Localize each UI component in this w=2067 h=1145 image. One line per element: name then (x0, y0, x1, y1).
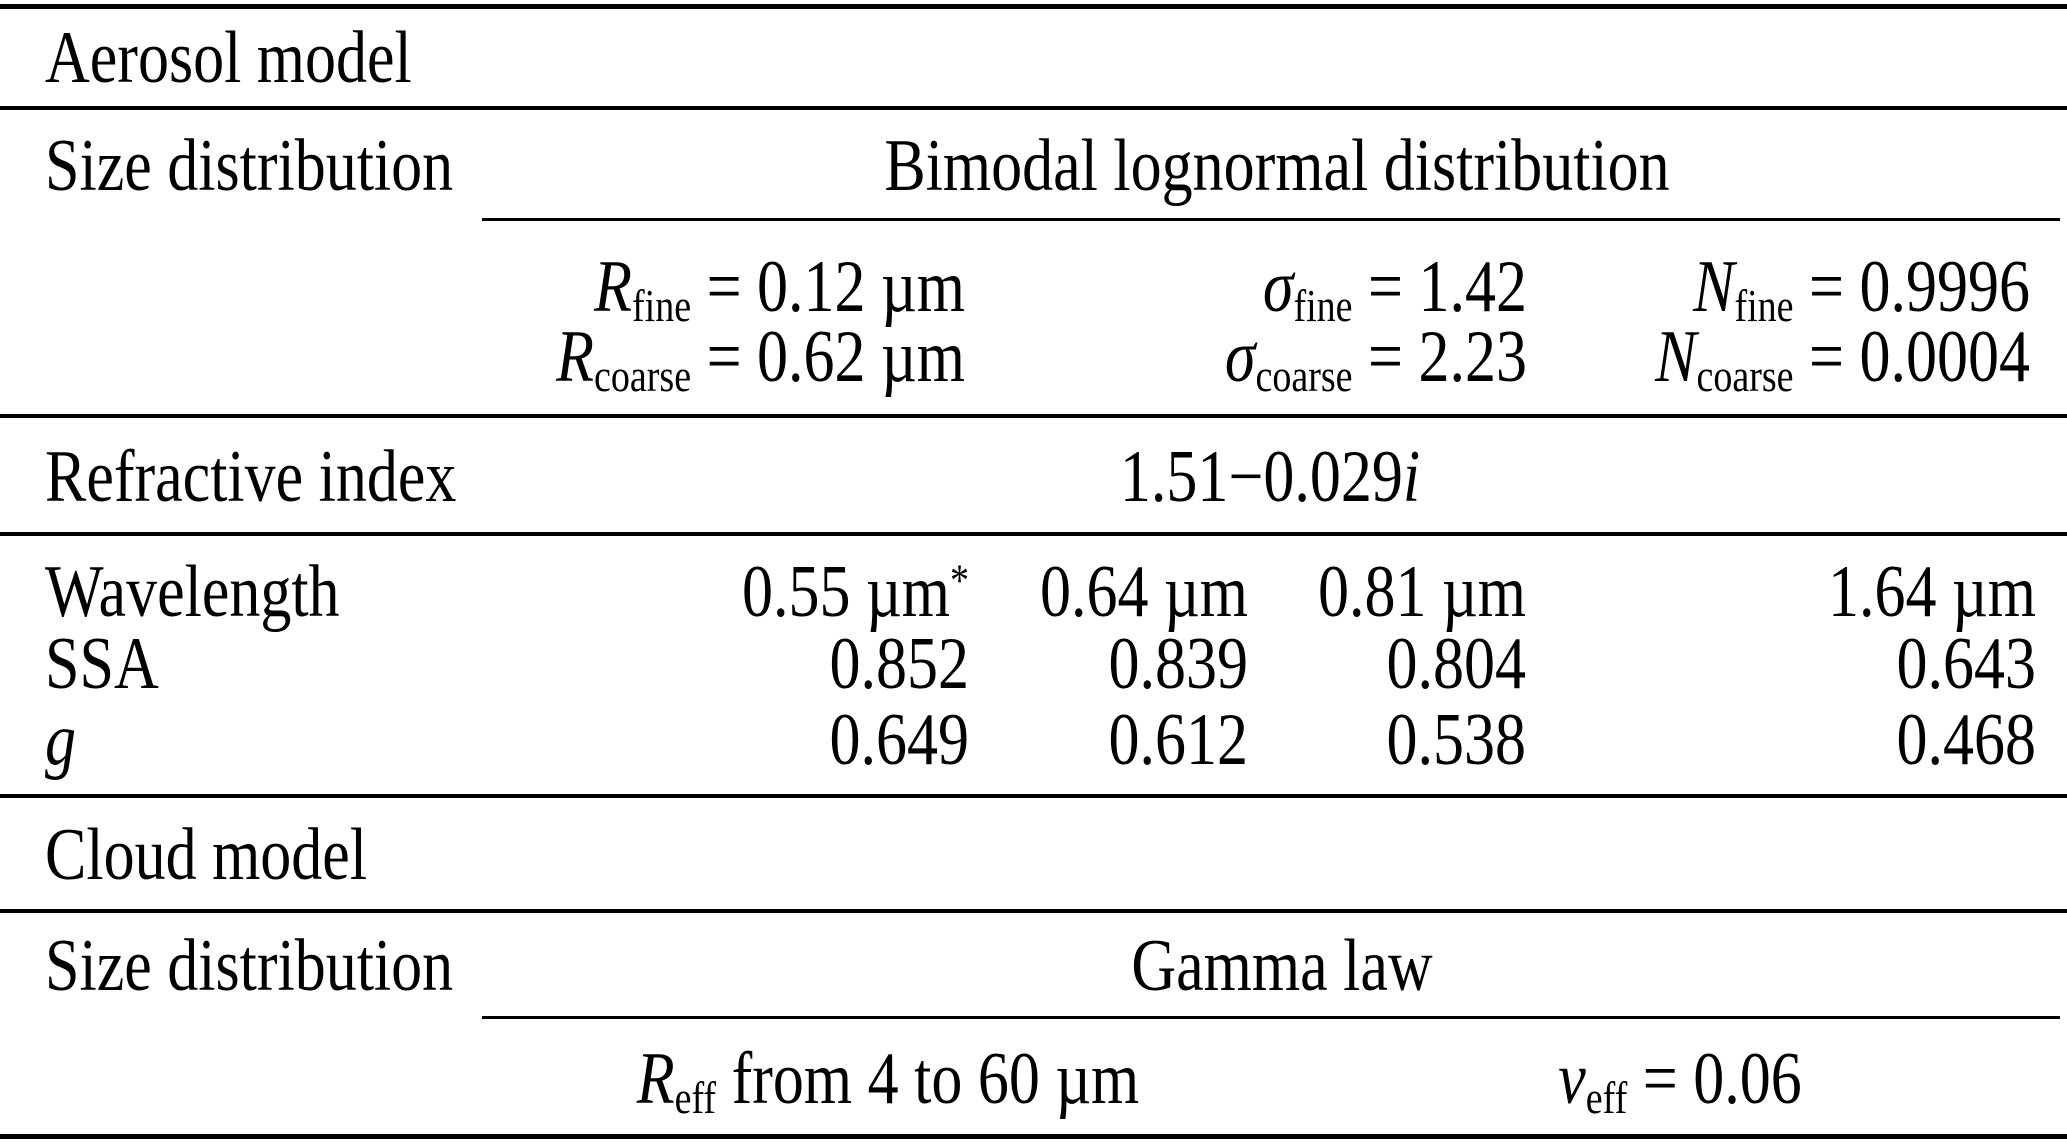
g-value-2: 0.612 (1108, 699, 1249, 781)
rule-below-spectral-block (0, 794, 2067, 798)
asymmetry-g-label: g (45, 692, 76, 788)
n-coarse-subscript: coarse (1696, 351, 1794, 402)
wavelength-value-1-text: 0.55 µm (742, 551, 950, 633)
refractive-index-real-part: 1.51−0.029 (1119, 436, 1403, 518)
refractive-index-label: Refractive index (45, 436, 457, 518)
aerosol-section-title-row: Aerosol model (0, 17, 2067, 99)
sigma-coarse-rest: = 2.23 (1352, 316, 1527, 398)
g-value-4: 0.468 (1896, 699, 2037, 781)
r-coarse-subscript: coarse (594, 351, 692, 402)
sigma-fine-rest: = 1.42 (1352, 246, 1527, 328)
r-coarse-rest: = 0.62 µm (691, 316, 965, 398)
n-coarse-value: Ncoarse = 0.0004 (1655, 309, 2030, 405)
rule-below-cloud-model (0, 909, 2067, 913)
reff-rest: from 4 to 60 µm (716, 1038, 1140, 1120)
rule-below-gamma-header (482, 1016, 2060, 1019)
rule-below-lognormal-params (0, 414, 2067, 418)
refractive-index-imaginary-symbol: i (1402, 436, 1421, 518)
sigma-fine-value: σfine = 1.42 (1263, 239, 1527, 335)
reff-subscript: eff (674, 1073, 717, 1124)
aerosol-size-distribution-label: Size distribution (45, 125, 454, 207)
g-value-3: 0.538 (1386, 699, 1527, 781)
n-coarse-symbol: N (1655, 316, 1697, 398)
cloud-size-distribution-header: Gamma law (1131, 925, 1433, 1007)
refractive-index-row: Refractive index 1.51−0.029i (0, 436, 2067, 518)
n-fine-rest: = 0.9996 (1793, 246, 2030, 328)
table-bottom-rule (0, 1134, 2067, 1139)
sigma-coarse-symbol: σ (1224, 316, 1256, 398)
fine-mode-params-row: Rfine = 0.12 µm σfine = 1.42 Nfine = 0.9… (0, 246, 2067, 329)
cloud-size-distribution-label: Size distribution (45, 925, 454, 1007)
reff-range-value: Reff from 4 to 60 µm (637, 1031, 1140, 1127)
ssa-value-1: 0.852 (829, 623, 970, 705)
refractive-index-value: 1.51−0.029i (1120, 429, 1420, 525)
sigma-coarse-value: σcoarse = 2.23 (1225, 309, 1527, 405)
wavelength-value-4: 1.64 µm (1828, 551, 2036, 633)
cloud-size-distribution-row: Size distribution Gamma law (0, 925, 2067, 1007)
wavelength-value-2: 0.64 µm (1040, 551, 1248, 633)
g-value-1: 0.649 (829, 699, 970, 781)
table-top-rule (0, 4, 2067, 9)
asymmetry-g-row: g 0.649 0.612 0.538 0.468 (0, 699, 2067, 781)
rule-below-aerosol-model (0, 106, 2067, 110)
ssa-value-2: 0.839 (1108, 623, 1249, 705)
aerosol-section-title: Aerosol model (45, 17, 412, 99)
cloud-params-row: Reff from 4 to 60 µm veff = 0.06 (0, 1038, 2067, 1121)
ssa-label: SSA (45, 623, 159, 705)
n-coarse-rest: = 0.0004 (1793, 316, 2030, 398)
wavelength-value-3: 0.81 µm (1318, 551, 1526, 633)
cloud-section-title-row: Cloud model (0, 814, 2067, 896)
aerosol-size-distribution-header: Bimodal lognormal distribution (884, 125, 1670, 207)
cloud-section-title: Cloud model (45, 814, 368, 896)
coarse-mode-params-row: Rcoarse = 0.62 µm σcoarse = 2.23 Ncoarse… (0, 316, 2067, 399)
wavelength-label: Wavelength (45, 551, 340, 633)
asymmetry-g-symbol: g (45, 699, 76, 781)
wavelength-value-1: 0.55 µm* (742, 544, 969, 640)
reff-symbol: R (636, 1038, 675, 1120)
r-coarse-value: Rcoarse = 0.62 µm (556, 309, 965, 405)
r-fine-symbol: R (594, 246, 632, 328)
veff-subscript: eff (1585, 1073, 1628, 1124)
sigma-fine-symbol: σ (1262, 246, 1294, 328)
n-fine-symbol: N (1693, 246, 1735, 328)
ssa-value-4: 0.643 (1896, 623, 2037, 705)
r-fine-value: Rfine = 0.12 µm (594, 239, 965, 335)
rule-below-refractive-index (0, 532, 2067, 536)
n-fine-subscript: fine (1734, 281, 1794, 332)
wavelength-row: Wavelength 0.55 µm* 0.64 µm 0.81 µm 1.64… (0, 551, 2067, 633)
ssa-value-3: 0.804 (1386, 623, 1527, 705)
veff-value: veff = 0.06 (1558, 1031, 1802, 1127)
sigma-fine-subscript: fine (1293, 281, 1353, 332)
veff-symbol: v (1558, 1038, 1586, 1120)
wavelength-footnote-asterisk: * (950, 555, 969, 607)
r-fine-rest: = 0.12 µm (691, 246, 965, 328)
aerosol-size-distribution-row: Size distribution Bimodal lognormal dist… (0, 125, 2067, 207)
r-coarse-symbol: R (556, 316, 595, 398)
n-fine-value: Nfine = 0.9996 (1693, 239, 2030, 335)
ssa-row: SSA 0.852 0.839 0.804 0.643 (0, 623, 2067, 705)
r-fine-subscript: fine (632, 281, 692, 332)
sigma-coarse-subscript: coarse (1255, 351, 1353, 402)
veff-rest: = 0.06 (1627, 1038, 1802, 1120)
rule-below-bimodal-header (482, 218, 2060, 221)
